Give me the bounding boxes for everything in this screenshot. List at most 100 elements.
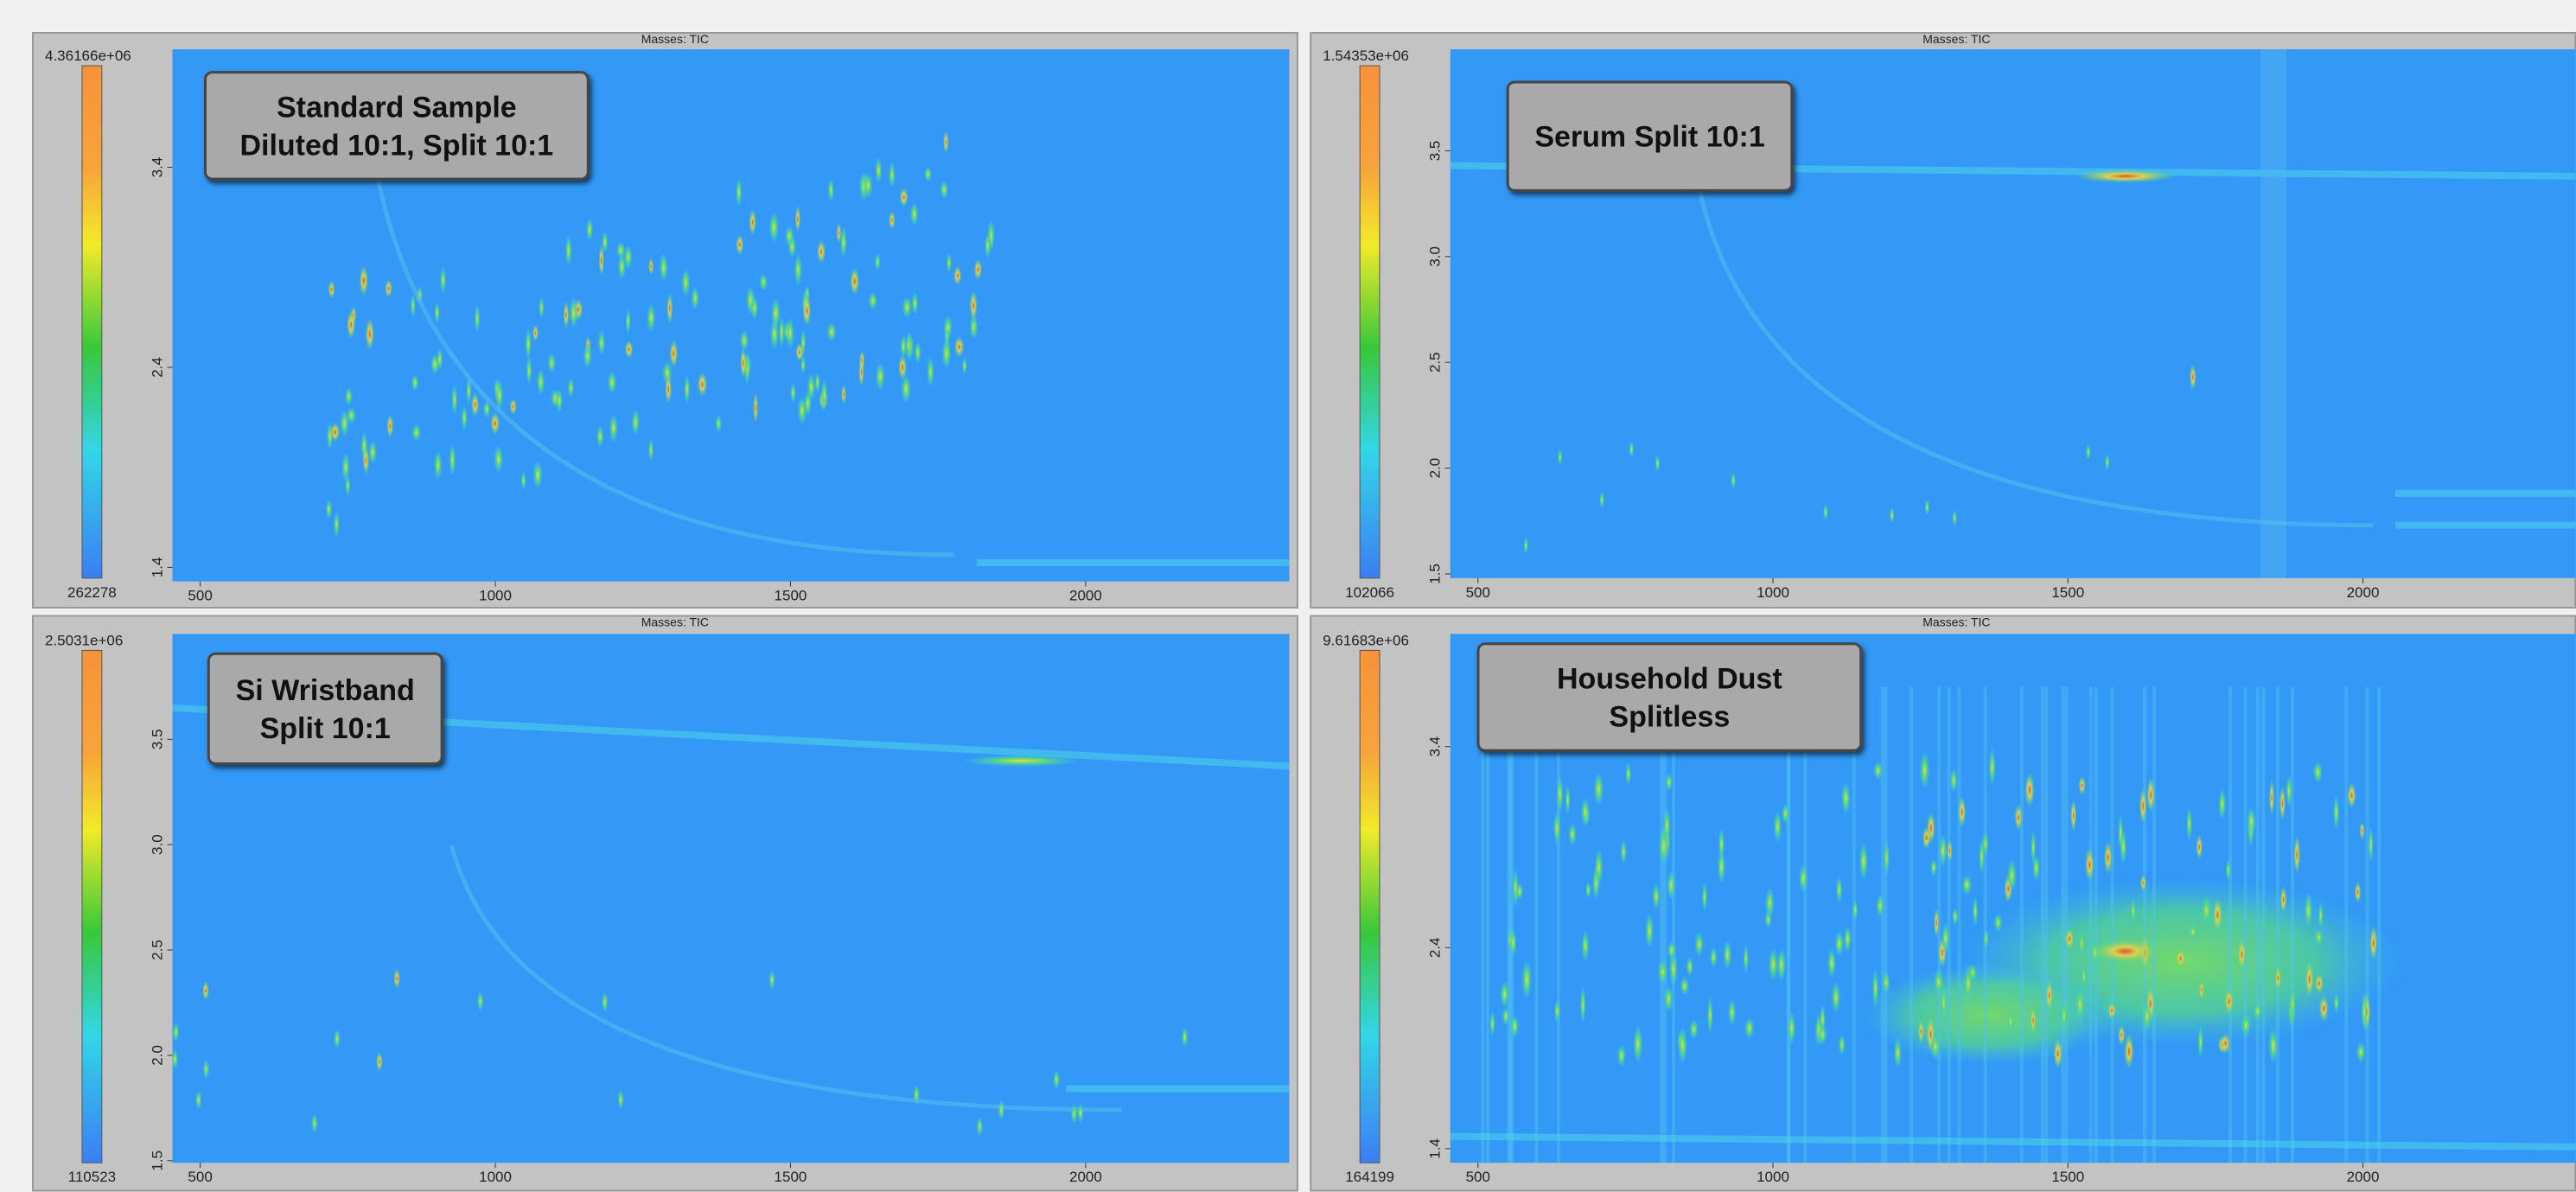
peak	[2081, 964, 2087, 990]
y-tick-label: 1.5	[1427, 564, 1444, 584]
peak	[794, 205, 801, 233]
colorbar	[1359, 649, 1380, 1163]
peak	[2196, 833, 2203, 861]
peak	[814, 371, 820, 394]
peak	[325, 498, 333, 520]
peak	[2347, 781, 2356, 809]
peak	[750, 296, 759, 321]
peak	[1764, 887, 1775, 920]
peak	[1620, 838, 1628, 865]
peak	[807, 372, 816, 402]
peak	[1993, 913, 2003, 933]
peak	[439, 265, 447, 295]
y-tick-label: 3.0	[150, 834, 166, 855]
peak	[1644, 912, 1655, 950]
y-tick-label: 3.0	[1427, 246, 1444, 267]
peak	[368, 439, 378, 465]
peak	[941, 336, 952, 370]
streak	[2064, 686, 2069, 1163]
panel-header: Masses: TIC	[641, 615, 709, 629]
peak	[1952, 509, 1958, 527]
peak	[1677, 1026, 1688, 1065]
peak	[569, 296, 578, 330]
x-tick-label: 1500	[775, 1169, 807, 1185]
bleed-column	[2260, 49, 2286, 578]
peak	[905, 331, 912, 360]
peak	[2279, 785, 2286, 822]
x-tick-label: 500	[1466, 584, 1490, 601]
streak	[2088, 686, 2093, 1163]
streak	[2377, 686, 2382, 1163]
peak	[410, 292, 416, 319]
peak	[1782, 803, 1789, 825]
peak	[648, 257, 654, 276]
colorbar-min: 164199	[1345, 1169, 1394, 1185]
peak	[1843, 924, 1852, 953]
streak	[2019, 686, 2024, 1163]
peak	[1776, 947, 1787, 983]
streak	[2290, 686, 2294, 1163]
peak	[1942, 921, 1950, 955]
peak	[1961, 874, 1973, 896]
peak	[1686, 955, 1694, 978]
peak	[597, 328, 606, 357]
peak	[2237, 938, 2247, 971]
peak	[1523, 536, 1529, 554]
peak	[532, 324, 539, 342]
peak	[1723, 939, 1732, 972]
peak	[2103, 840, 2113, 876]
streak	[2044, 686, 2049, 1163]
peak	[194, 1089, 202, 1111]
sample-label: Standard Sample	[277, 91, 517, 124]
peak	[684, 373, 691, 405]
peak	[359, 265, 369, 297]
peak	[393, 968, 401, 990]
peak	[601, 991, 609, 1013]
colorbar-max: 4.36166e+06	[45, 48, 131, 64]
peak	[736, 233, 744, 256]
peak	[888, 210, 896, 231]
peak	[555, 387, 564, 414]
peak	[1835, 876, 1843, 904]
x-tick-label: 2000	[2347, 584, 2380, 601]
peak	[2318, 901, 2324, 930]
peak	[2141, 1000, 2152, 1033]
streak	[1556, 686, 1560, 1163]
peak	[802, 294, 812, 328]
peak	[310, 1112, 318, 1134]
peak	[532, 461, 544, 489]
heatmap-features	[1450, 686, 2576, 1163]
peak	[681, 267, 691, 298]
peak	[840, 384, 847, 405]
streak	[1947, 686, 1951, 1163]
peak	[749, 208, 756, 237]
streak	[2228, 686, 2232, 1163]
peak	[564, 234, 572, 267]
peak	[1972, 896, 1979, 927]
peak	[787, 235, 797, 258]
peak	[946, 252, 953, 274]
peak	[786, 316, 794, 350]
peak	[1599, 491, 1605, 509]
peak	[1893, 1036, 1903, 1069]
peak	[567, 377, 575, 399]
y-tick-label: 1.4	[1427, 1138, 1444, 1159]
peak	[333, 1028, 341, 1049]
peak	[1657, 959, 1668, 985]
peak	[666, 291, 673, 325]
peak	[1629, 440, 1635, 458]
peak	[2146, 776, 2156, 813]
peak	[859, 349, 865, 371]
peak	[691, 285, 700, 311]
streak	[2061, 686, 2065, 1163]
peak	[1820, 1003, 1826, 1036]
peak	[2304, 891, 2313, 930]
peak	[362, 445, 370, 475]
sample-label-box	[1506, 80, 1794, 192]
y-tick-label: 2.4	[150, 357, 166, 378]
peak	[526, 355, 532, 386]
peak	[1553, 810, 1561, 847]
peak	[585, 217, 594, 242]
x-tick-label: 500	[1466, 1169, 1490, 1185]
peak	[2175, 949, 2186, 968]
